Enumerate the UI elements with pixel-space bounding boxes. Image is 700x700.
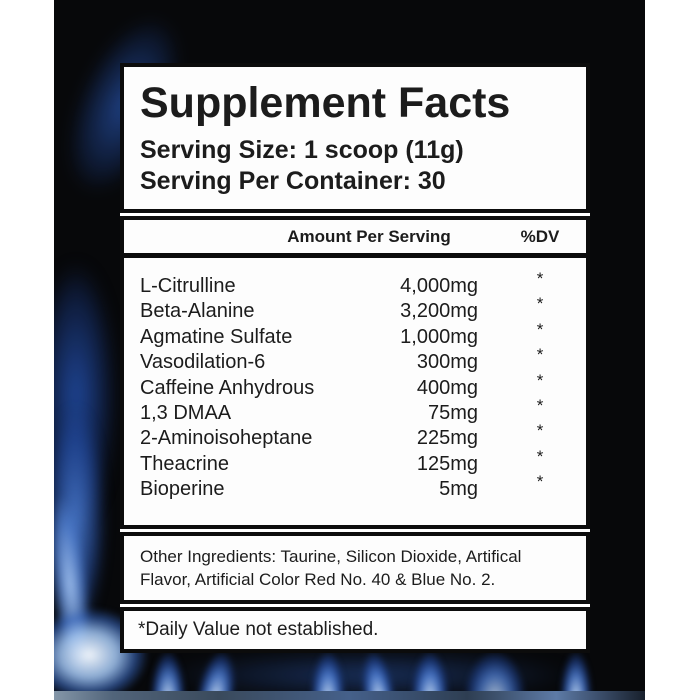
ingredient-name: Theacrine — [140, 452, 229, 475]
other-ingredients-box: Other Ingredients: Taurine, Silicon Diox… — [120, 531, 590, 604]
photo-bottom-band — [54, 691, 645, 700]
ingredient-dv: * — [536, 421, 544, 441]
ingredient-row: L-Citrulline 4,000mg * — [124, 269, 586, 299]
ingredient-dv: * — [536, 472, 544, 492]
ingredient-row: Vasodilation-6 300mg * — [124, 345, 586, 375]
ingredient-name: 2-Aminoisoheptane — [140, 427, 313, 450]
ingredient-name: Agmatine Sulfate — [140, 325, 293, 348]
flame-bottom-wash — [124, 645, 614, 700]
flame-left-mid — [54, 375, 114, 665]
ingredient-dv: * — [536, 269, 544, 288]
serving-size-line: Serving Size: 1 scoop (11g) — [140, 136, 464, 164]
flame-left-deep — [54, 225, 126, 565]
ingredient-name: Vasodilation-6 — [140, 351, 266, 374]
ingredient-amount: 225mg — [416, 427, 478, 450]
ingredient-name: 1,3 DMAA — [140, 402, 232, 425]
servings-per-container-line: Serving Per Container: 30 — [140, 167, 446, 195]
ingredient-name: Beta-Alanine — [140, 300, 255, 323]
ingredient-row: Caffeine Anhydrous 400mg * — [124, 371, 586, 401]
other-ingredients-text: Other Ingredients: Taurine, Silicon Diox… — [140, 546, 522, 589]
ingredient-name: Caffeine Anhydrous — [140, 376, 315, 399]
amount-per-serving-header: Amount Per Serving — [287, 227, 451, 246]
ingredient-amount: 3,200mg — [400, 300, 478, 323]
ingredient-row: 1,3 DMAA 75mg * — [124, 396, 586, 426]
flame-left-bright — [54, 468, 104, 700]
percent-dv-header: %DV — [520, 227, 560, 246]
ingredient-dv: * — [536, 345, 544, 365]
facts-table-box: Amount Per Serving %DV L-Citrulline 4,00… — [120, 216, 590, 529]
ingredient-dv: * — [536, 396, 544, 416]
daily-value-footnote-box: *Daily Value not established. — [120, 606, 590, 653]
ingredient-name: L-Citrulline — [140, 275, 236, 297]
ingredient-amount: 125mg — [416, 452, 478, 475]
supplement-facts-title: Supplement Facts — [140, 79, 511, 127]
ingredient-amount: 400mg — [416, 376, 478, 399]
ingredient-dv: * — [536, 319, 544, 339]
ingredient-dv: * — [536, 294, 544, 314]
ingredient-rows: L-Citrulline 4,000mg * Beta-Alanine 3,20… — [124, 258, 586, 525]
daily-value-footnote-text: *Daily Value not established. — [138, 618, 379, 640]
title-box: Supplement Facts Serving Size: 1 scoop (… — [120, 63, 590, 213]
ingredient-amount: 300mg — [416, 351, 478, 374]
ingredient-amount: 75mg — [427, 402, 478, 425]
ingredient-row: Beta-Alanine 3,200mg * — [124, 294, 586, 324]
facts-table-header: Amount Per Serving %DV — [124, 220, 586, 258]
ingredient-dv: * — [536, 446, 544, 466]
ingredient-amount: 4,000mg — [400, 275, 478, 297]
supplement-facts-label: Supplement Facts Serving Size: 1 scoop (… — [120, 63, 590, 653]
ingredient-row: Agmatine Sulfate 1,000mg * — [124, 320, 586, 350]
ingredient-row: Bioperine 5mg * — [124, 472, 586, 502]
ingredient-amount: 1,000mg — [400, 325, 478, 348]
ingredient-name: Bioperine — [140, 478, 225, 501]
ingredient-amount: 5mg — [439, 478, 478, 501]
ingredient-row: 2-Aminoisoheptane 225mg * — [124, 421, 586, 451]
ingredient-dv: * — [536, 370, 544, 390]
ingredient-row: Theacrine 125mg * — [124, 447, 586, 477]
